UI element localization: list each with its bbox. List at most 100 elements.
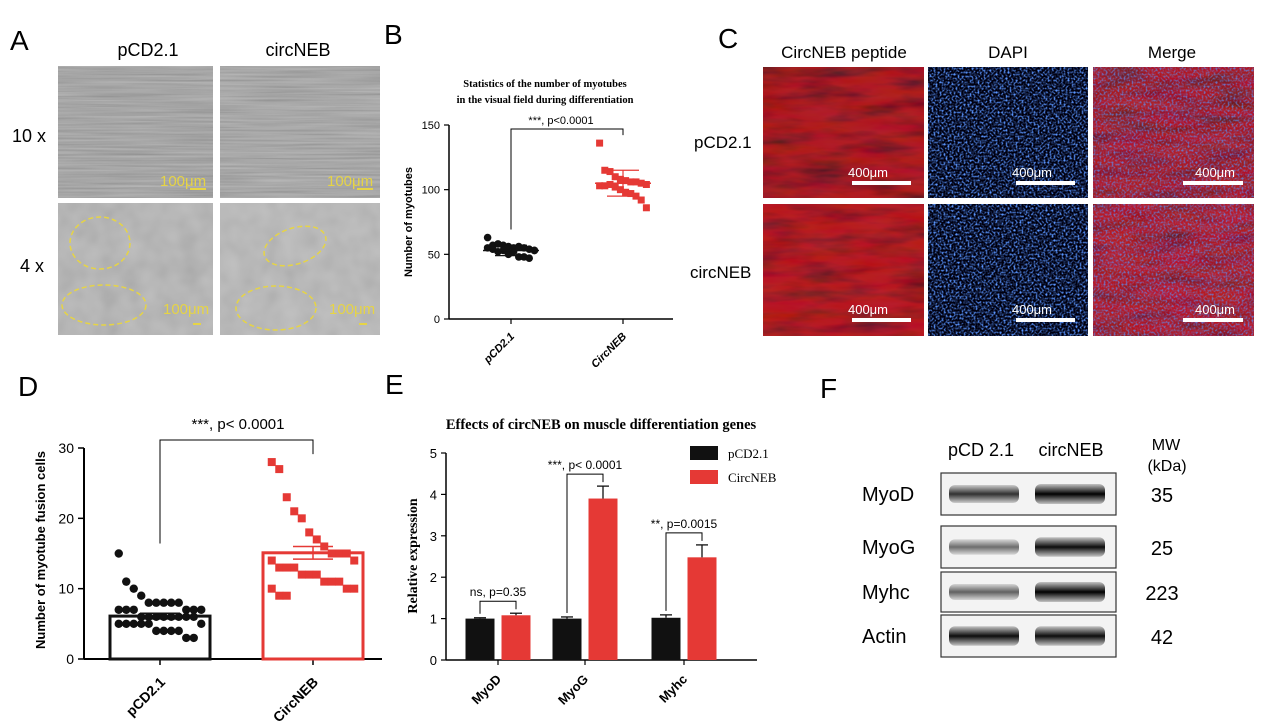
chart-d-significance-bracket (159, 439, 314, 544)
fluorescence-dapi-circneb (928, 204, 1088, 336)
chart-b-point-circneb (611, 183, 619, 191)
blot-protein-label-myog: MyoG (862, 537, 915, 559)
chart-d-point-pcd (114, 605, 123, 614)
blot-header-pcd: pCD 2.1 (948, 440, 1014, 460)
panel-a: pCD2.1 circNEB 10 x 4 x 100μm 100μm 100μ (12, 40, 380, 335)
micrograph-10x-pcd (58, 66, 213, 198)
chart-d-ytick-label: 0 (66, 651, 74, 667)
chart-d-point-circneb (335, 577, 344, 586)
chart-d-point-pcd (197, 619, 206, 629)
legend-label-pcd: pCD2.1 (728, 446, 769, 461)
blot-protein-label-actin: Actin (862, 626, 906, 648)
chart-b-ylabel: Number of myotubes (403, 167, 415, 277)
chart-d-point-circneb (297, 514, 306, 523)
panel-a-row-label-4x: 4 x (20, 256, 44, 276)
chart-d-point-circneb (290, 507, 299, 516)
blot-mw-header: MW (1152, 437, 1181, 454)
blot-band-myhc-pcd (949, 584, 1019, 600)
chart-e-ytick-label: 0 (430, 653, 437, 668)
chart-d-point-pcd (189, 605, 198, 614)
chart-b-point-circneb (596, 182, 604, 190)
scale-bar-c3 (1183, 181, 1243, 185)
panel-c-col-label-peptide: CircNEB peptide (781, 43, 907, 62)
chart-e-significance-bracket (566, 473, 604, 613)
chart-d-point-pcd (189, 612, 198, 621)
chart-d-point-circneb (267, 584, 276, 593)
chart-b-point-circneb (596, 139, 604, 147)
blot-header-circneb: circNEB (1038, 440, 1103, 460)
blot-band-myhc-circneb (1035, 582, 1105, 602)
panel-b-chart: Statistics of the number of myotubes in … (403, 79, 673, 371)
chart-e-ytick-label: 1 (430, 612, 437, 627)
chart-d-point-circneb (275, 563, 284, 572)
panel-c-row-label-pcd: pCD2.1 (694, 133, 752, 152)
scale-label-a3: 100μm (163, 301, 209, 318)
chart-e-ytick-label: 5 (430, 446, 437, 461)
blot-mw-value-myod: 35 (1151, 485, 1173, 507)
scale-bar-c2 (1016, 181, 1075, 185)
chart-e-bar-circneb (687, 557, 717, 660)
fluorescence-peptide-circneb (763, 204, 924, 336)
chart-d-point-circneb (335, 549, 344, 558)
chart-b-point-circneb (627, 178, 635, 186)
chart-e-ytick-label: 3 (430, 529, 437, 544)
chart-b-significance: ***, p<0.0001 (528, 115, 593, 127)
scale-label-c5: 400μm (1012, 302, 1052, 317)
chart-d-point-pcd (152, 598, 161, 607)
chart-b-point-circneb (622, 177, 630, 185)
chart-b-ytick-label: 150 (422, 120, 440, 132)
blot-band-myod-pcd (949, 485, 1019, 503)
legend-swatch-circneb (690, 470, 718, 484)
chart-d-point-circneb (350, 556, 359, 565)
chart-d-point-pcd (167, 626, 176, 636)
chart-e-ylabel: Relative expression (406, 498, 421, 613)
panel-f-western-blot: pCD 2.1 circNEB MW (kDa) MyoD 35 MyoG 25 Myh… (862, 437, 1187, 658)
scale-bar-c1 (852, 181, 911, 185)
chart-e-bar-pcd (465, 618, 495, 660)
chart-b-xtick-label: CircNEB (589, 331, 629, 371)
chart-d-point-pcd (137, 591, 146, 600)
chart-e-bar-circneb (501, 615, 531, 660)
myotube-region-outline (69, 216, 131, 270)
chart-d-ytick-label: 30 (58, 440, 74, 456)
chart-b-point-circneb (616, 175, 624, 183)
fluorescence-dapi-pcd (928, 67, 1088, 198)
blot-band-myog-circneb (1035, 537, 1105, 557)
chart-b-point-circneb (601, 182, 609, 190)
chart-d-point-circneb (327, 549, 336, 558)
chart-d-point-pcd (152, 626, 161, 636)
chart-b-point-circneb (622, 188, 630, 196)
chart-d-point-pcd (174, 626, 183, 636)
chart-d-point-circneb (312, 535, 321, 544)
chart-b-point-circneb (632, 178, 640, 186)
chart-d-point-pcd (167, 598, 176, 607)
panel-letter-f: F (820, 373, 837, 404)
chart-d-point-pcd (159, 626, 168, 636)
fluorescence-merge-pcd (1093, 67, 1254, 198)
blot-protein-label-myhc: Myhc (862, 582, 910, 604)
chart-b-point-pcd (525, 254, 533, 263)
scale-label-c2: 400μm (1012, 165, 1052, 180)
chart-e-xtick-label: MyoG (555, 672, 591, 708)
chart-b-point-circneb (642, 204, 650, 212)
chart-d-point-pcd (189, 633, 198, 643)
chart-d-point-pcd (182, 605, 191, 614)
chart-b-point-pcd (483, 233, 492, 242)
chart-d-point-circneb (282, 563, 291, 572)
panel-c-col-label-dapi: DAPI (988, 43, 1028, 62)
fluorescence-merge-circneb (1093, 204, 1254, 336)
chart-d-point-circneb (350, 584, 359, 593)
scale-label-a4: 100μm (329, 301, 375, 318)
chart-d-point-circneb (312, 570, 321, 579)
fluorescence-peptide-pcd (763, 67, 924, 198)
chart-d-point-pcd (129, 605, 138, 614)
panel-a-row-label-10x: 10 x (12, 126, 46, 146)
chart-d-point-circneb (305, 528, 314, 537)
chart-d-point-pcd (122, 605, 131, 614)
scale-label-a1: 100μm (160, 173, 206, 190)
chart-b-ytick-label: 100 (422, 185, 440, 197)
panel-c: CircNEB peptide DAPI Merge pCD2.1 circNE… (690, 43, 1254, 336)
scale-bar-c4 (852, 318, 911, 322)
